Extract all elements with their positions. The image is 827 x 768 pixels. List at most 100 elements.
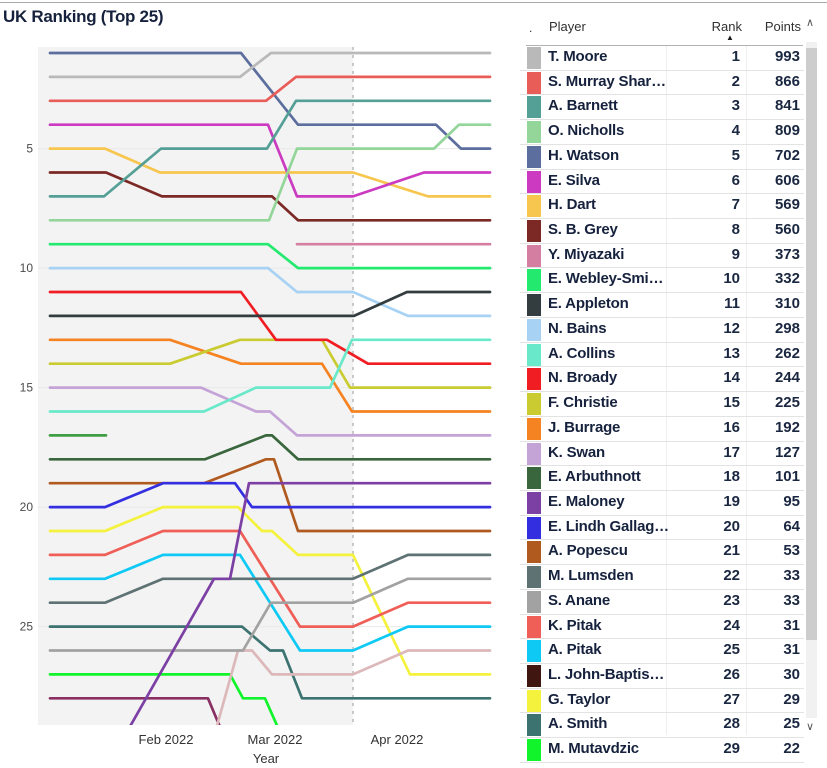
table-row[interactable]: A. Barnett 3 841 bbox=[520, 95, 804, 121]
player-rank: 25 bbox=[723, 641, 740, 659]
series-line-o-nicholls[interactable] bbox=[48, 123, 492, 222]
player-color-swatch bbox=[527, 714, 541, 737]
player-color-swatch bbox=[527, 269, 541, 292]
series-line-t-moore[interactable] bbox=[48, 51, 492, 79]
series-line-m-lumsden[interactable] bbox=[48, 553, 492, 605]
table-row[interactable]: Y. Miyazaki 9 373 bbox=[520, 244, 804, 269]
series-line-e-silva[interactable] bbox=[48, 123, 492, 198]
player-name: J. Burrage bbox=[548, 418, 621, 436]
player-column-header[interactable]: Player bbox=[549, 19, 586, 34]
table-row[interactable]: A. Pitak 25 31 bbox=[520, 639, 804, 664]
table-row[interactable]: E. Lindh Gallag… 20 64 bbox=[520, 516, 804, 541]
series-line-h-dart[interactable] bbox=[48, 147, 492, 198]
table-row[interactable]: E. Webley-Smi… 10 332 bbox=[520, 268, 804, 294]
player-name: Y. Miyazaki bbox=[548, 245, 625, 263]
player-name: O. Nicholls bbox=[548, 122, 625, 140]
table-row[interactable]: S. Anane 23 33 bbox=[520, 590, 804, 615]
player-name: T. Moore bbox=[548, 48, 608, 65]
table-row[interactable]: E. Arbuthnott 18 101 bbox=[520, 466, 804, 491]
player-rank: 24 bbox=[723, 616, 740, 634]
player-rank: 8 bbox=[731, 221, 740, 239]
series-line-k-swan[interactable] bbox=[48, 386, 492, 437]
series-line-a-collins[interactable] bbox=[48, 338, 492, 413]
player-points: 33 bbox=[783, 567, 800, 585]
player-name: N. Broady bbox=[548, 369, 618, 387]
player-color-swatch bbox=[527, 318, 541, 341]
table-row[interactable]: L. John-Baptis… 26 30 bbox=[520, 664, 804, 689]
series-line-m-mutavdzic[interactable] bbox=[48, 673, 284, 741]
table-row[interactable]: H. Dart 7 569 bbox=[520, 194, 804, 220]
table-row[interactable]: S. Murray Shar… 2 866 bbox=[520, 71, 804, 96]
series-line-n-broady[interactable] bbox=[48, 290, 492, 366]
table-row[interactable]: T. Moore 1 993 bbox=[520, 46, 804, 71]
table-row[interactable]: A. Collins 13 262 bbox=[520, 343, 804, 368]
player-color-swatch bbox=[527, 47, 541, 69]
series-line-j-burrage[interactable] bbox=[48, 338, 492, 413]
player-points: 31 bbox=[783, 616, 800, 634]
player-name: A. Popescu bbox=[548, 542, 628, 560]
series-line-a-smith[interactable] bbox=[48, 625, 492, 700]
table-row[interactable]: N. Bains 12 298 bbox=[520, 318, 804, 343]
series-line-e-arbuthnott[interactable] bbox=[48, 434, 492, 461]
player-rank: 20 bbox=[723, 517, 740, 535]
player-color-swatch bbox=[527, 442, 541, 465]
player-color-swatch bbox=[527, 294, 541, 317]
player-name: E. Webley-Smi… bbox=[548, 270, 664, 288]
player-color-swatch bbox=[527, 417, 541, 440]
player-color-swatch bbox=[527, 689, 541, 712]
bump-chart-svg[interactable]: 5 10 15 20 25 Feb 2022 Mar 2022 Apr 2022 Year bbox=[0, 3, 516, 768]
table-row[interactable]: O. Nicholls 4 809 bbox=[520, 120, 804, 145]
series-line-s-anane[interactable] bbox=[48, 577, 492, 652]
y-axis-tick-label: 5 bbox=[26, 142, 33, 156]
player-points: 29 bbox=[783, 690, 800, 708]
series-line-e-appleton[interactable] bbox=[48, 290, 492, 318]
player-color-swatch bbox=[527, 71, 541, 94]
table-row[interactable]: F. Christie 15 225 bbox=[520, 392, 804, 417]
table-row[interactable]: K. Swan 17 127 bbox=[520, 442, 804, 467]
player-points: 262 bbox=[774, 344, 800, 362]
table-row[interactable]: G. Taylor 27 29 bbox=[520, 689, 804, 714]
series-line-unlabeled-line-2[interactable] bbox=[48, 696, 226, 741]
series-line-s-murray-sharan[interactable] bbox=[48, 75, 492, 103]
scrollbar-thumb[interactable] bbox=[806, 48, 817, 640]
player-rank: 2 bbox=[731, 72, 740, 90]
player-points: 332 bbox=[774, 270, 800, 288]
series-line-e-maloney[interactable] bbox=[127, 481, 492, 732]
series-line-a-barnett[interactable] bbox=[48, 99, 492, 198]
player-rank: 21 bbox=[723, 542, 740, 560]
player-rank: 28 bbox=[723, 715, 740, 733]
table-row[interactable]: E. Maloney 19 95 bbox=[520, 491, 804, 516]
color-column-header[interactable]: . bbox=[529, 21, 533, 35]
table-row[interactable]: M. Mutavdzic 29 22 bbox=[520, 738, 804, 763]
table-row[interactable]: H. Watson 5 702 bbox=[520, 145, 804, 170]
table-row[interactable]: N. Broady 14 244 bbox=[520, 367, 804, 393]
y-axis-tick-label: 15 bbox=[20, 381, 34, 395]
sort-ascending-icon[interactable]: ▲ bbox=[726, 33, 734, 42]
series-line-e-webley-smith[interactable] bbox=[48, 242, 492, 270]
table-row[interactable]: E. Appleton 11 310 bbox=[520, 293, 804, 318]
table-row[interactable]: J. Burrage 16 192 bbox=[520, 417, 804, 442]
table-row[interactable]: A. Popescu 21 53 bbox=[520, 540, 804, 566]
table-row[interactable]: K. Pitak 24 31 bbox=[520, 615, 804, 640]
table-row[interactable]: M. Lumsden 22 33 bbox=[520, 565, 804, 590]
table-row[interactable]: S. B. Grey 8 560 bbox=[520, 219, 804, 244]
rank-column-header[interactable]: Rank bbox=[711, 19, 742, 34]
player-points: 993 bbox=[774, 48, 800, 65]
scroll-down-icon[interactable]: ∨ bbox=[805, 721, 815, 733]
player-rank: 3 bbox=[731, 97, 740, 115]
player-name: A. Collins bbox=[548, 344, 616, 362]
player-points: 64 bbox=[783, 517, 800, 535]
player-rank: 5 bbox=[731, 146, 740, 164]
player-name: M. Mutavdzic bbox=[548, 740, 639, 758]
table-row[interactable]: E. Silva 6 606 bbox=[520, 170, 804, 195]
table-row[interactable]: A. Smith 28 25 bbox=[520, 713, 804, 739]
player-rank: 15 bbox=[723, 394, 740, 412]
series-line-h-watson[interactable] bbox=[48, 51, 492, 150]
series-line-n-bains[interactable] bbox=[48, 266, 492, 318]
series-line-e-lindh-gallagher[interactable] bbox=[48, 481, 492, 509]
player-rank: 13 bbox=[723, 344, 740, 362]
series-line-s-b-grey[interactable] bbox=[48, 171, 492, 222]
scroll-up-icon[interactable]: ∧ bbox=[805, 17, 815, 29]
player-color-swatch bbox=[527, 467, 541, 490]
points-column-header[interactable]: Points bbox=[764, 19, 801, 34]
